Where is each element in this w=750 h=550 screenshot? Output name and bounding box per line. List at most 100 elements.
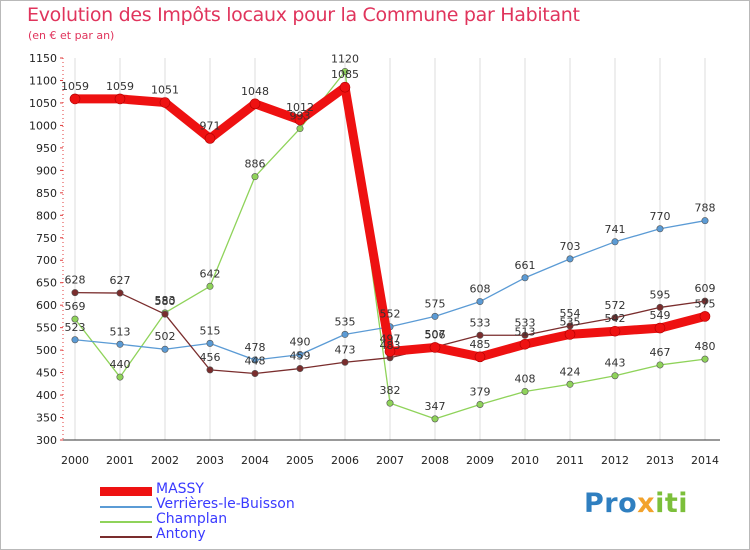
data-label: 661 [515, 259, 536, 272]
y-tick-label: 550 [36, 322, 57, 335]
logo-part-1: Pro [584, 488, 638, 519]
data-point [114, 93, 126, 105]
legend-item: Champlan [100, 511, 360, 529]
data-point [159, 97, 171, 108]
y-tick-label: 400 [36, 389, 57, 402]
data-point [564, 329, 576, 340]
data-label: 502 [155, 330, 176, 343]
data-point [566, 322, 574, 330]
legend-swatch [100, 506, 152, 508]
logo-part-3: iti [655, 488, 688, 519]
data-point [521, 387, 529, 395]
data-point [341, 358, 349, 366]
x-tick-label: 2000 [61, 454, 89, 467]
data-label: 490 [290, 336, 311, 349]
data-point [521, 274, 529, 282]
data-label: 456 [200, 351, 221, 364]
data-label: 379 [470, 385, 491, 398]
x-tick-label: 2006 [331, 454, 359, 467]
data-point [476, 331, 484, 339]
data-point [476, 400, 484, 408]
data-point [656, 361, 664, 369]
plot-area [63, 58, 720, 440]
y-tick-label: 1150 [29, 52, 57, 65]
data-label: 886 [245, 158, 266, 171]
legend-swatch [100, 536, 152, 538]
data-point [474, 351, 486, 363]
data-label: 440 [110, 358, 131, 371]
data-label: 535 [560, 315, 581, 328]
data-point [384, 346, 396, 357]
data-point [249, 98, 261, 110]
data-point [609, 325, 621, 337]
data-point [206, 282, 214, 290]
y-tick-label: 300 [36, 434, 57, 447]
data-label: 485 [470, 338, 491, 351]
data-point [69, 93, 81, 105]
data-point [476, 298, 484, 306]
data-point [431, 415, 439, 423]
data-label: 642 [200, 267, 221, 280]
data-label: 506 [425, 328, 446, 341]
data-label: 507 [425, 328, 446, 341]
x-tick-label: 2002 [151, 454, 179, 467]
data-label: 533 [470, 316, 491, 329]
data-point [701, 217, 709, 225]
data-point [296, 125, 304, 133]
data-point [71, 336, 79, 344]
data-label: 580 [155, 295, 176, 308]
data-label: 513 [515, 325, 536, 338]
data-point [251, 173, 259, 181]
data-point [519, 338, 531, 350]
legend-swatch [100, 521, 152, 523]
data-label: 459 [290, 350, 311, 363]
data-point [701, 297, 709, 305]
data-point [116, 373, 124, 381]
data-label: 424 [560, 365, 581, 378]
data-label: 448 [245, 354, 266, 367]
data-label: 483 [380, 339, 401, 352]
data-label: 569 [65, 300, 86, 313]
data-label: 480 [695, 340, 716, 353]
y-tick-label: 350 [36, 412, 57, 425]
y-tick-label: 500 [36, 344, 57, 357]
legend-label: Verrières-le-Buisson [156, 496, 295, 512]
data-label: 1085 [331, 68, 359, 81]
legend-swatch [100, 487, 152, 496]
legend-item: MASSY [100, 481, 360, 499]
data-label: 595 [650, 288, 671, 301]
data-label: 1051 [151, 83, 179, 96]
data-point [429, 342, 441, 353]
logo-part-2: x [637, 488, 656, 519]
data-label: 572 [605, 299, 626, 312]
x-tick-label: 2004 [241, 454, 269, 467]
data-label: 513 [110, 325, 131, 338]
data-label: 497 [380, 332, 401, 345]
data-point [296, 351, 304, 359]
x-tick-label: 2012 [601, 454, 629, 467]
data-point [611, 372, 619, 380]
x-tick-label: 2007 [376, 454, 404, 467]
chart-legend: MASSY Verrières-le-Buisson Champlan Antony [100, 481, 360, 544]
proxiti-logo: Proxiti [584, 488, 688, 519]
data-label: 523 [65, 321, 86, 334]
x-tick-label: 2010 [511, 454, 539, 467]
chart-subtitle: (en € et par an) [28, 29, 115, 42]
y-tick-label: 1000 [29, 119, 57, 132]
data-label: 382 [380, 384, 401, 397]
data-point [386, 399, 394, 407]
y-tick-label: 700 [36, 254, 57, 267]
data-point [701, 355, 709, 363]
data-point [116, 340, 124, 348]
y-tick-label: 600 [36, 299, 57, 312]
data-point [339, 81, 351, 93]
data-point [611, 314, 619, 322]
data-point [206, 339, 214, 347]
x-tick-label: 2001 [106, 454, 134, 467]
data-point [566, 255, 574, 263]
data-point [251, 356, 259, 364]
data-label: 533 [515, 316, 536, 329]
data-label: 627 [110, 274, 131, 287]
data-label: 467 [650, 346, 671, 359]
data-point [431, 312, 439, 320]
